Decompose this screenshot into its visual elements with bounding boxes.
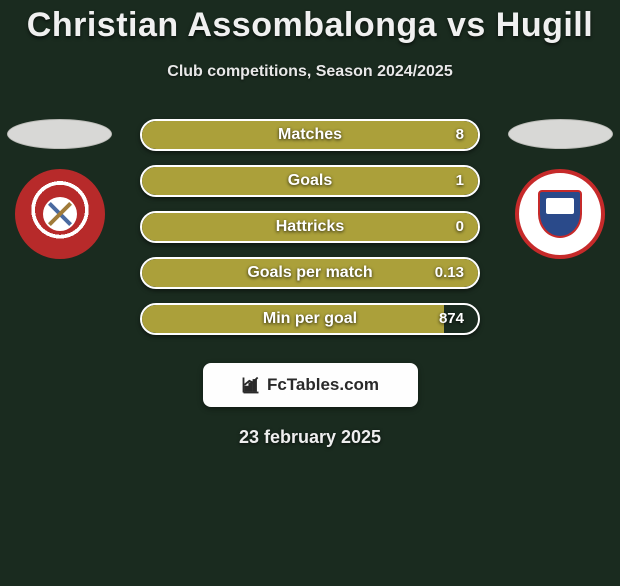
stat-label: Matches (142, 121, 478, 149)
stat-row-goals: Goals 1 (140, 165, 480, 197)
stat-value: 1 (456, 167, 464, 195)
stat-label: Goals per match (142, 259, 478, 287)
stat-label: Min per goal (142, 305, 478, 333)
stat-row-gpm: Goals per match 0.13 (140, 257, 480, 289)
club-crest-right (515, 169, 605, 259)
stat-value: 0 (456, 213, 464, 241)
stat-label: Goals (142, 167, 478, 195)
stat-value: 874 (439, 305, 464, 333)
stat-row-matches: Matches 8 (140, 119, 480, 151)
branding-text: FcTables.com (267, 375, 379, 395)
page-subtitle: Club competitions, Season 2024/2025 (0, 63, 620, 81)
player-ellipse-left (7, 119, 112, 149)
stats-list: Matches 8 Goals 1 Hattricks 0 Goals per … (140, 111, 480, 335)
stat-row-hattricks: Hattricks 0 (140, 211, 480, 243)
stat-label: Hattricks (142, 213, 478, 241)
page-title: Christian Assombalonga vs Hugill (0, 6, 620, 45)
branding-box[interactable]: FcTables.com (203, 363, 418, 407)
stat-value: 0.13 (435, 259, 464, 287)
stat-value: 8 (456, 121, 464, 149)
club-crest-left (15, 169, 105, 259)
player-ellipse-right (508, 119, 613, 149)
chart-icon (241, 375, 261, 395)
comparison-panel: Matches 8 Goals 1 Hattricks 0 Goals per … (0, 111, 620, 448)
crest-emblem-icon (43, 197, 77, 231)
crest-shield-icon (538, 190, 582, 238)
stat-row-mpg: Min per goal 874 (140, 303, 480, 335)
footer-date: 23 february 2025 (0, 427, 620, 448)
